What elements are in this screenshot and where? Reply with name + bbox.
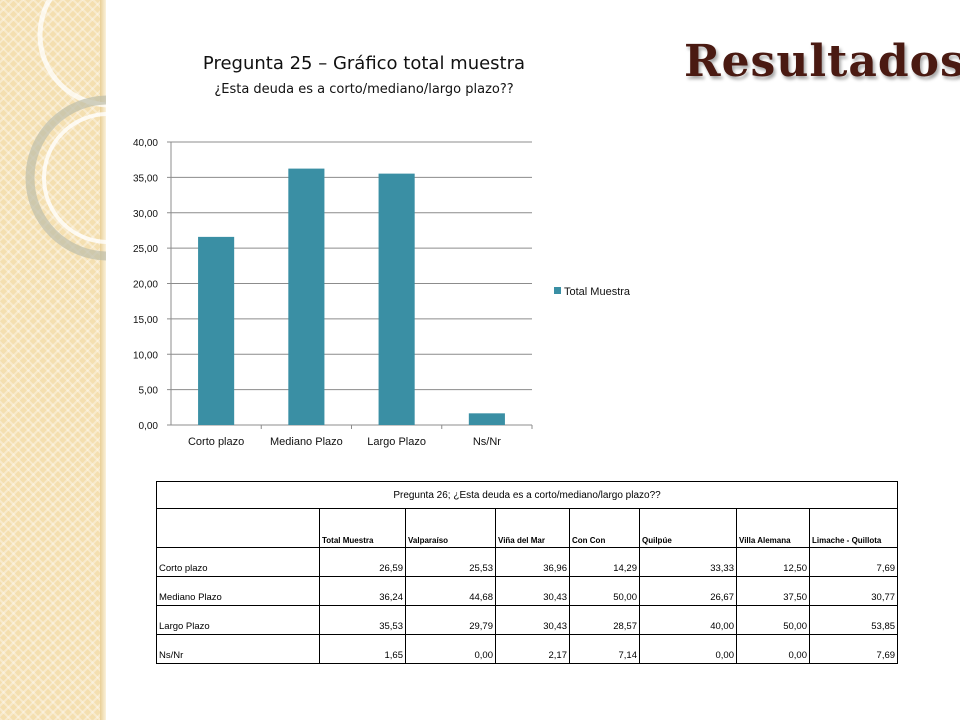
x-tick-label: Ns/Nr xyxy=(473,436,501,448)
row-label: Corto plazo xyxy=(156,547,320,577)
table-cell: 30,43 xyxy=(495,576,570,606)
table-cell: 36,24 xyxy=(319,576,406,606)
bar-corto-plazo xyxy=(198,236,235,425)
table-row: Mediano Plazo 36,24 44,68 30,43 50,00 26,67 37… xyxy=(156,576,899,606)
table-header-row: Total Muestra Valparaíso Viña del Mar Con C… xyxy=(156,508,899,548)
y-tick-label: 15,00 xyxy=(133,315,158,326)
table-header-cell: Con Con xyxy=(569,508,640,548)
decorative-side-panel xyxy=(0,0,106,720)
table-header-cell: Total Muestra xyxy=(319,508,406,548)
bar-chart: 0,00 5,00 10,00 15,00 20,00 25,00 30,00 35,00 40… xyxy=(133,138,631,448)
table-cell: 0,00 xyxy=(639,634,737,664)
table-row: Ns/Nr 1,65 0,00 2,17 7,14 0,00 0,00 7,69 xyxy=(156,634,899,664)
y-tick-label: 40,00 xyxy=(133,138,158,149)
table-header-cell: Viña del Mar xyxy=(495,508,570,548)
table-cell: 12,50 xyxy=(736,547,810,577)
table-cell: 28,57 xyxy=(569,605,640,635)
y-tick-label: 5,00 xyxy=(139,386,159,397)
row-label: Largo Plazo xyxy=(156,605,320,635)
table-cell: 30,43 xyxy=(495,605,570,635)
x-tick-label: Mediano Plazo xyxy=(270,436,343,448)
chart-subtitle: ¿Esta deuda es a corto/mediano/largo pla… xyxy=(214,82,514,97)
table-cell: 7,69 xyxy=(808,634,899,664)
legend-label: Total Muestra xyxy=(564,286,631,298)
decorative-rings xyxy=(25,0,106,261)
table-row: Corto plazo 26,59 25,53 36,96 14,29 33,33 12,5… xyxy=(156,547,899,577)
row-label: Mediano Plazo xyxy=(156,576,320,606)
y-tick-label: 0,00 xyxy=(139,421,159,432)
table-cell: 40,00 xyxy=(639,605,737,635)
ring-middle-inner xyxy=(42,112,106,244)
table-cell: 33,33 xyxy=(639,547,737,577)
table-row: Largo Plazo 35,53 29,79 30,43 28,57 40,00 50,0… xyxy=(156,605,899,635)
legend-swatch xyxy=(554,287,561,294)
table-cell: 36,96 xyxy=(495,547,570,577)
table-header-cell: Villa Alemana xyxy=(736,508,810,548)
table-header-blank xyxy=(156,508,320,548)
table-caption: Pregunta 26; ¿Esta deuda es a corto/medi… xyxy=(155,481,899,509)
y-tick-label: 20,00 xyxy=(133,280,158,291)
table-header-cell: Quilpúe xyxy=(639,508,737,548)
chart-title: Pregunta 25 – Gráfico total muestra xyxy=(202,53,526,74)
y-tick-label: 30,00 xyxy=(133,209,158,220)
chart-legend: Total Muestra xyxy=(554,286,631,298)
table-cell: 50,00 xyxy=(736,605,810,635)
table-cell: 2,17 xyxy=(495,634,570,664)
table-cell: 1,65 xyxy=(319,634,406,664)
table-cell: 50,00 xyxy=(569,576,640,606)
ring-middle xyxy=(25,95,106,261)
x-tick-label: Corto plazo xyxy=(188,436,244,448)
table-cell: 26,59 xyxy=(319,547,406,577)
y-tick-label: 35,00 xyxy=(133,173,158,184)
table-cell: 26,67 xyxy=(639,576,737,606)
table-cell: 14,29 xyxy=(569,547,640,577)
bar-mediano-plazo xyxy=(288,168,325,426)
y-tick-label: 25,00 xyxy=(133,244,158,255)
bar-ns-nr xyxy=(468,413,505,425)
bar-largo-plazo xyxy=(378,173,415,425)
table-cell: 7,14 xyxy=(569,634,640,664)
table-cell: 35,53 xyxy=(319,605,406,635)
table-cell: 7,69 xyxy=(808,547,899,577)
x-tick-label: Largo Plazo xyxy=(367,436,426,448)
table-cell: 29,79 xyxy=(405,605,496,635)
table-header-cell: Limache - Quillota xyxy=(808,508,899,548)
panel-edge xyxy=(100,0,106,720)
chart-bars xyxy=(198,168,505,426)
results-table: Pregunta 26; ¿Esta deuda es a corto/medi… xyxy=(155,481,899,664)
ring-top xyxy=(37,0,106,108)
table-cell: 0,00 xyxy=(736,634,810,664)
table-cell: 53,85 xyxy=(808,605,899,635)
slide-title: Resultados xyxy=(684,36,960,87)
chart-tick-labels: 0,00 5,00 10,00 15,00 20,00 25,00 30,00 35,00 40… xyxy=(133,138,501,448)
table-cell: 44,68 xyxy=(405,576,496,606)
row-label: Ns/Nr xyxy=(156,634,320,664)
table-header-cell: Valparaíso xyxy=(405,508,496,548)
y-tick-label: 10,00 xyxy=(133,350,158,361)
table-cell: 30,77 xyxy=(808,576,899,606)
table-cell: 37,50 xyxy=(736,576,810,606)
table-cell: 25,53 xyxy=(405,547,496,577)
table-cell: 0,00 xyxy=(405,634,496,664)
